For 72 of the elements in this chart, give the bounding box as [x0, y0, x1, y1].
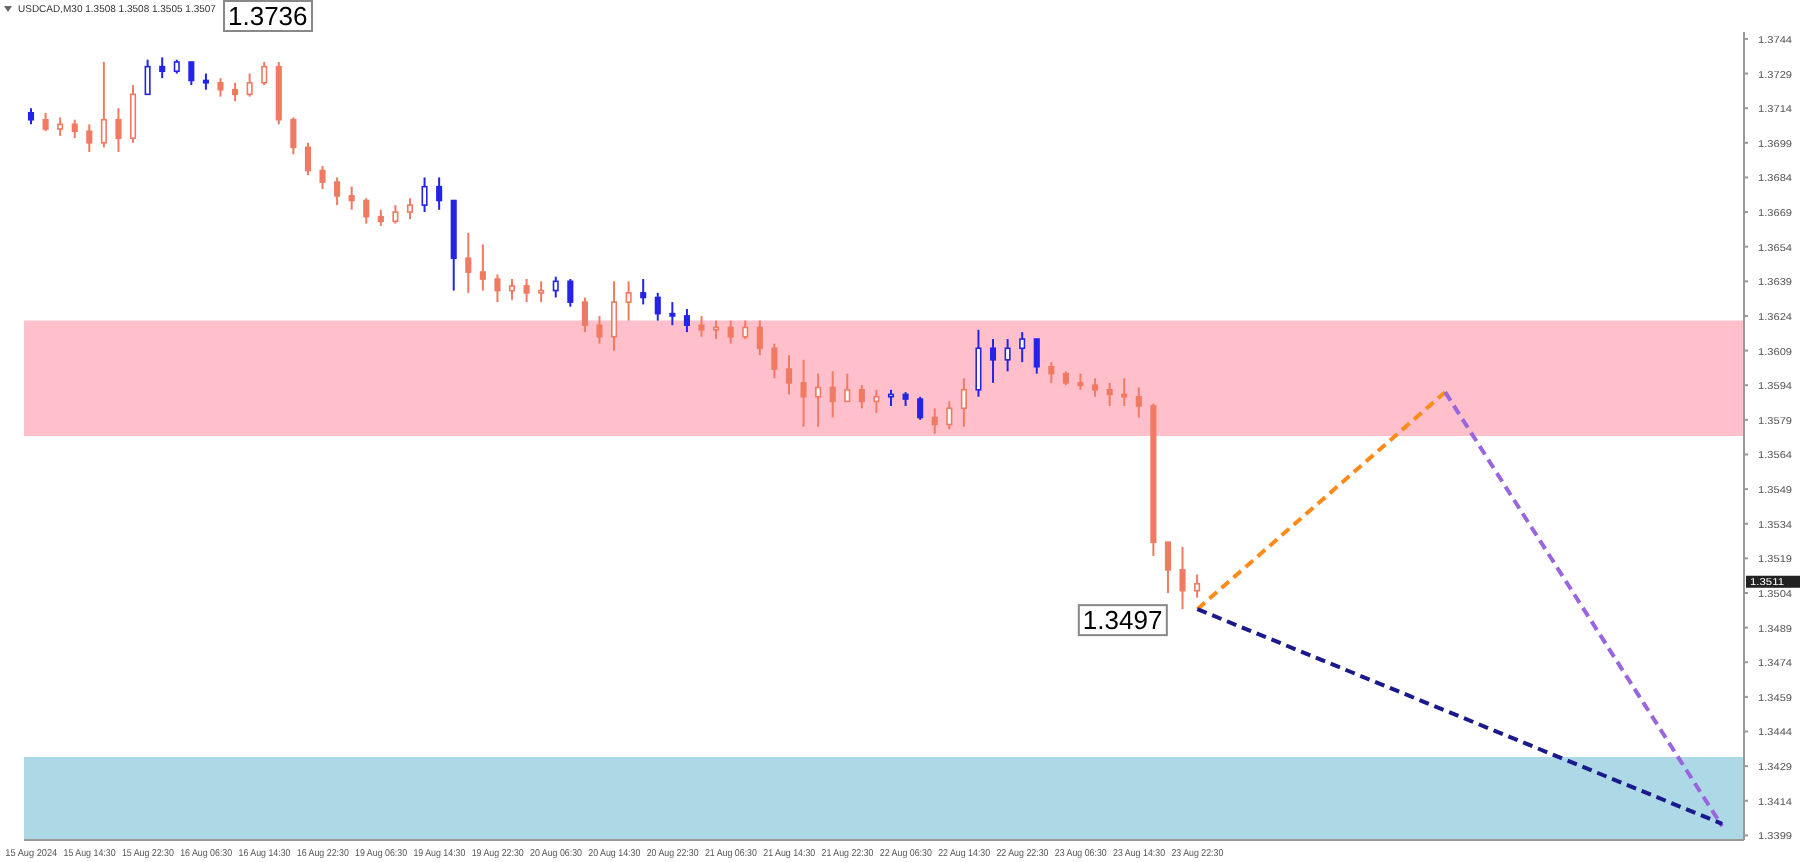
- candlestick: [698, 314, 705, 338]
- candlestick: [334, 176, 341, 207]
- candlestick: [1179, 545, 1186, 611]
- candlestick: [567, 278, 574, 308]
- candlestick: [815, 372, 822, 428]
- candlestick: [479, 243, 486, 292]
- candlestick: [392, 204, 399, 225]
- candlestick: [1135, 386, 1142, 419]
- candlestick: [144, 58, 151, 96]
- candlestick: [188, 61, 195, 87]
- candlestick: [159, 56, 166, 80]
- candlestick: [261, 61, 268, 87]
- candlestick: [57, 116, 64, 137]
- candlestick: [771, 342, 778, 380]
- candlestick: [611, 280, 618, 352]
- candlestick: [1019, 331, 1026, 364]
- candlestick: [596, 314, 603, 345]
- candlestick: [290, 116, 297, 156]
- candlestick: [1048, 361, 1055, 384]
- candlestick: [654, 291, 661, 322]
- candlestick: [538, 280, 545, 304]
- candlestick: [756, 319, 763, 357]
- candlestick: [246, 72, 253, 98]
- candlestick: [494, 273, 501, 304]
- candlestick: [873, 388, 880, 414]
- candlestick: [713, 319, 720, 341]
- candlestick: [319, 164, 326, 190]
- candlestick: [989, 338, 997, 384]
- candlestick: [406, 197, 414, 220]
- candlestick: [844, 372, 851, 403]
- candlestick: [363, 197, 370, 225]
- candlestick: [436, 176, 443, 211]
- candlestick: [683, 308, 690, 334]
- candlestick: [917, 395, 924, 421]
- candlestick: [669, 301, 676, 327]
- candlestick: [785, 354, 793, 396]
- candlestick: [100, 61, 107, 149]
- candlestick: [829, 370, 836, 419]
- candlestick: [348, 185, 355, 211]
- candlestick: [960, 377, 967, 428]
- candlestick: [217, 77, 224, 98]
- candlestick: [1092, 377, 1099, 398]
- candlestick: [232, 81, 239, 103]
- candlestick: [1121, 377, 1128, 407]
- candlestick: [975, 328, 982, 398]
- candlestick: [1033, 338, 1040, 375]
- candlestick: [931, 407, 938, 435]
- candlestick: [800, 358, 807, 428]
- candlestick: [858, 384, 865, 410]
- candlestick: [1164, 541, 1171, 594]
- annotation: 1.3497: [1082, 605, 1163, 636]
- candlestick: [640, 278, 647, 306]
- candlestick: [727, 319, 734, 345]
- candlestick: [421, 176, 428, 214]
- candlestick: [1004, 338, 1011, 373]
- candlestick: [508, 278, 516, 301]
- candlestick: [129, 84, 137, 144]
- candlestick: [742, 319, 749, 341]
- candlestick: [625, 280, 632, 322]
- candlestick: [465, 231, 472, 294]
- candlestick: [946, 400, 953, 431]
- candlestick: [581, 296, 588, 334]
- candlestick: [1106, 381, 1113, 407]
- candlestick: [304, 141, 311, 177]
- candlestick: [1194, 573, 1201, 599]
- text: 1.3736: [228, 1, 308, 31]
- candlestick: [115, 107, 122, 154]
- candlestick: [552, 275, 559, 299]
- candlestick: [42, 111, 49, 133]
- candlestick: [71, 118, 78, 140]
- candlestick: [86, 123, 93, 154]
- candlestick: [523, 278, 530, 304]
